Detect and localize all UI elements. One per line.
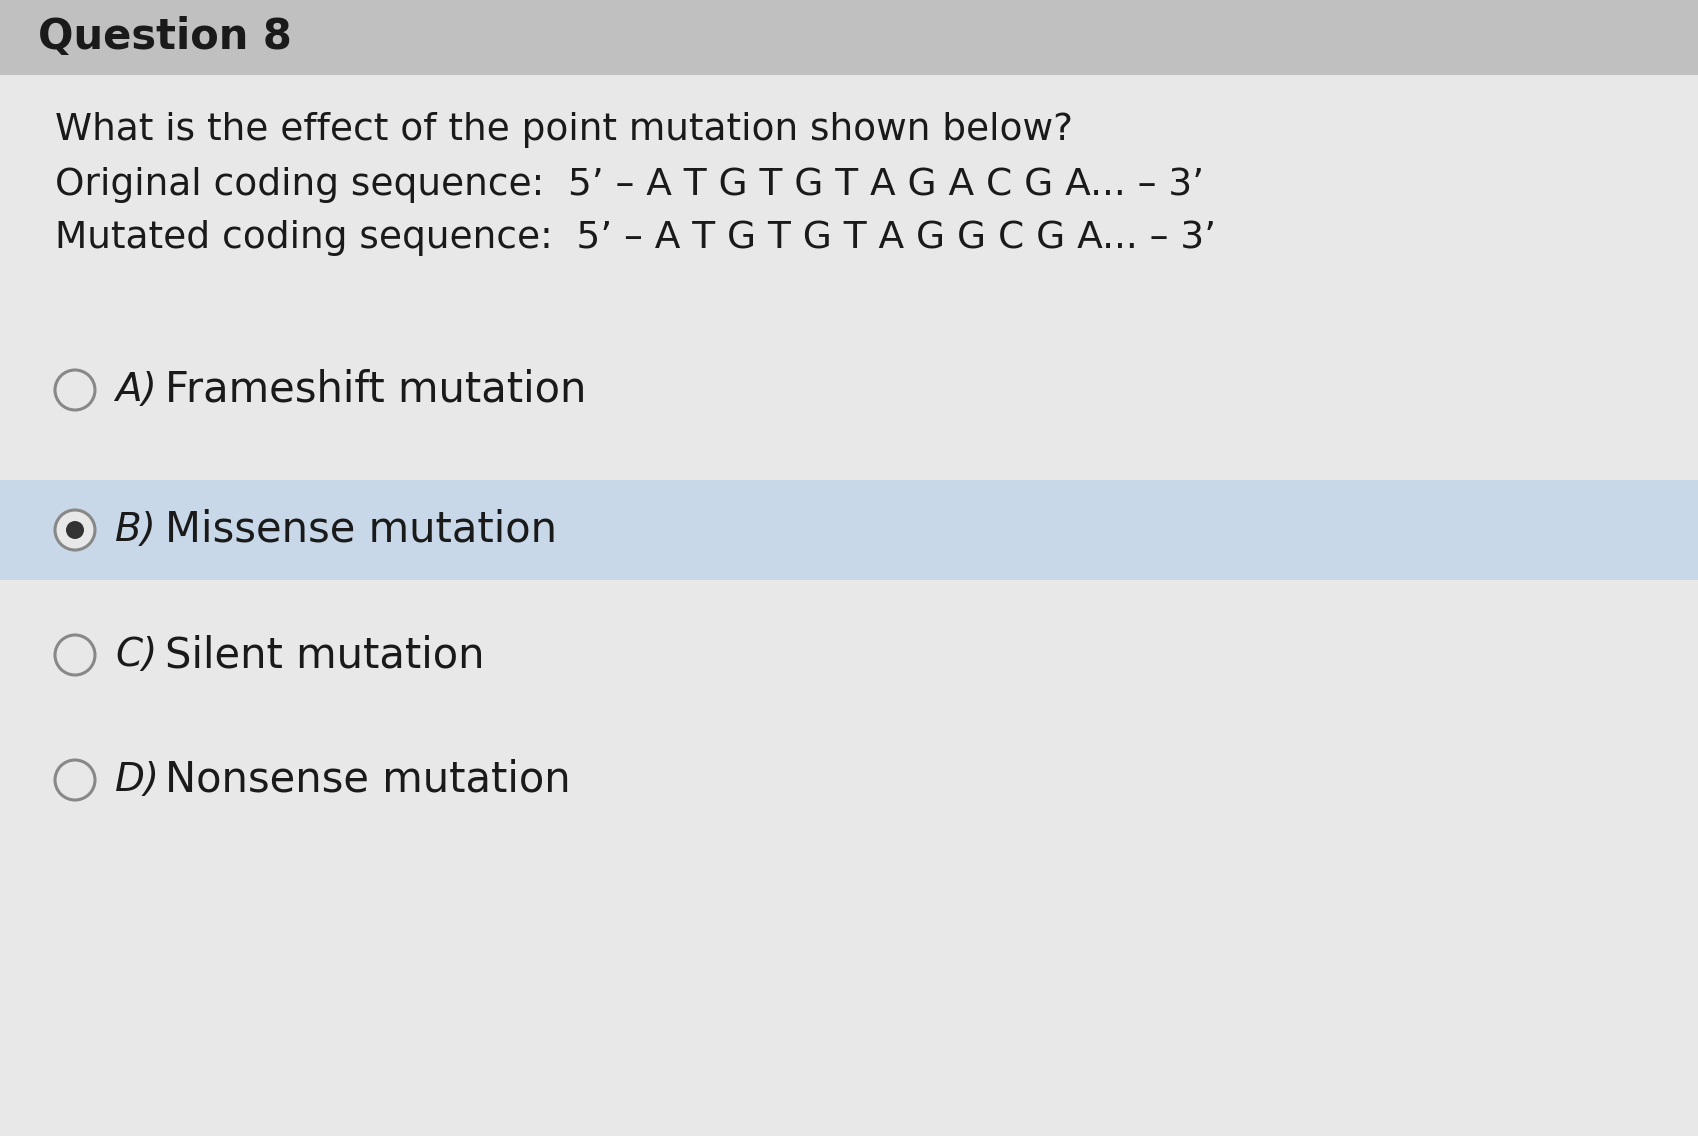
Text: A): A) [115, 371, 156, 409]
FancyBboxPatch shape [0, 0, 1698, 75]
Circle shape [66, 521, 83, 538]
Text: B): B) [115, 511, 156, 549]
Text: What is the effect of the point mutation shown below?: What is the effect of the point mutation… [54, 112, 1073, 148]
FancyBboxPatch shape [0, 75, 1698, 1136]
Text: Silent mutation: Silent mutation [165, 634, 484, 676]
Circle shape [54, 510, 95, 550]
Text: C): C) [115, 636, 158, 674]
Text: Nonsense mutation: Nonsense mutation [165, 759, 571, 801]
Text: Question 8: Question 8 [37, 16, 292, 58]
Text: Original coding sequence:  5’ – A T G T G T A G A C G A... – 3’: Original coding sequence: 5’ – A T G T G… [54, 167, 1204, 203]
Circle shape [54, 635, 95, 675]
Circle shape [54, 370, 95, 410]
Text: Mutated coding sequence:  5’ – A T G T G T A G G C G A... – 3’: Mutated coding sequence: 5’ – A T G T G … [54, 220, 1216, 256]
Circle shape [54, 760, 95, 800]
Text: Frameshift mutation: Frameshift mutation [165, 369, 586, 411]
Text: D): D) [115, 761, 160, 799]
Text: Missense mutation: Missense mutation [165, 509, 557, 551]
FancyBboxPatch shape [0, 481, 1698, 580]
